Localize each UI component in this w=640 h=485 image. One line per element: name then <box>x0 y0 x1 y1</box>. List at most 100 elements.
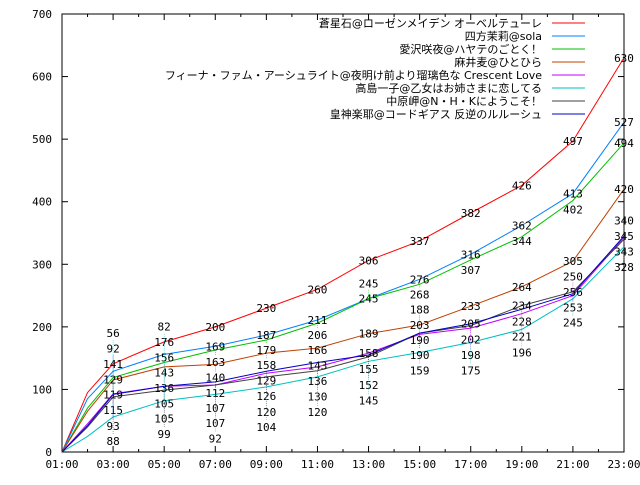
data-label: 120 <box>308 406 328 419</box>
data-label: 188 <box>410 303 430 316</box>
x-tick-label: 17:00 <box>454 458 487 471</box>
data-label: 494 <box>614 137 634 150</box>
data-label: 268 <box>410 288 430 301</box>
data-label: 107 <box>205 417 225 430</box>
data-label: 253 <box>563 302 583 315</box>
data-label: 198 <box>461 349 481 362</box>
data-label: 420 <box>614 183 634 196</box>
data-label: 245 <box>563 317 583 330</box>
data-label: 316 <box>461 248 481 261</box>
legend-label: 麻井麦@ひとひら <box>454 55 542 69</box>
data-label: 306 <box>359 255 379 268</box>
data-label: 340 <box>614 214 634 227</box>
data-label: 202 <box>461 334 481 347</box>
data-label: 205 <box>461 318 481 331</box>
legend-label: 皇神楽耶@コードギアス 反逆のルルーシュ <box>330 107 542 121</box>
data-label: 105 <box>154 397 174 410</box>
data-label: 250 <box>563 271 583 284</box>
data-label: 145 <box>359 394 379 407</box>
data-label: 179 <box>256 344 276 357</box>
data-label: 382 <box>461 207 481 220</box>
data-label: 234 <box>512 300 532 313</box>
series-line <box>61 188 625 453</box>
x-tick-label: 11:00 <box>301 458 334 471</box>
data-label: 126 <box>256 390 276 403</box>
series-line <box>61 238 625 453</box>
data-label: 82 <box>158 321 171 334</box>
y-tick-label: 700 <box>32 8 52 21</box>
data-label: 402 <box>563 203 583 216</box>
data-label: 88 <box>106 435 119 448</box>
x-tick-label: 01:00 <box>45 458 78 471</box>
data-label: 413 <box>563 188 583 201</box>
legend-label: フィーナ・ファム・アーシュライト@夜明け前より瑠璃色な Crescent Lov… <box>165 68 542 82</box>
legend-label: 四方茉莉@sola <box>465 29 542 43</box>
x-tick-label: 13:00 <box>352 458 385 471</box>
data-label: 497 <box>563 135 583 148</box>
data-label: 189 <box>359 328 379 341</box>
legend-label: 蒼星石@ローゼンメイデン オーベルテューレ <box>319 16 542 30</box>
y-tick-label: 100 <box>32 383 52 396</box>
data-label: 206 <box>308 329 328 342</box>
data-label: 233 <box>461 300 481 313</box>
x-tick-label: 15:00 <box>403 458 436 471</box>
data-label: 120 <box>256 406 276 419</box>
data-label: 190 <box>410 334 430 347</box>
data-label: 344 <box>512 235 532 248</box>
data-label: 307 <box>461 264 481 277</box>
data-label: 337 <box>410 235 430 248</box>
series-line <box>61 142 625 453</box>
data-label: 166 <box>308 344 328 357</box>
data-label: 129 <box>256 374 276 387</box>
x-tick-label: 05:00 <box>148 458 181 471</box>
data-label: 230 <box>256 302 276 315</box>
data-label: 211 <box>308 314 328 327</box>
x-tick-label: 19:00 <box>505 458 538 471</box>
data-label: 527 <box>614 116 634 129</box>
data-label: 245 <box>359 278 379 291</box>
data-label: 256 <box>563 286 583 299</box>
data-label: 630 <box>614 52 634 65</box>
y-tick-label: 0 <box>45 446 52 459</box>
data-label: 140 <box>205 371 225 384</box>
x-tick-label: 09:00 <box>250 458 283 471</box>
series-line <box>61 121 625 453</box>
x-tick-label: 07:00 <box>199 458 232 471</box>
data-label: 163 <box>205 356 225 369</box>
data-label: 196 <box>512 346 532 359</box>
data-label: 175 <box>461 365 481 378</box>
x-tick-label: 21:00 <box>556 458 589 471</box>
x-tick-label: 03:00 <box>97 458 130 471</box>
y-tick-label: 500 <box>32 133 52 146</box>
series-line <box>61 237 625 453</box>
series-line <box>61 235 625 453</box>
data-label: 158 <box>359 347 379 360</box>
data-label: 264 <box>512 281 532 294</box>
data-label: 93 <box>106 420 119 433</box>
x-tick-label: 23:00 <box>607 458 640 471</box>
legend-label: 高島一子@乙女はお姉さまに恋してる <box>355 81 542 95</box>
data-label: 143 <box>308 360 328 373</box>
data-label: 343 <box>614 245 634 258</box>
y-tick-label: 400 <box>32 196 52 209</box>
data-label: 362 <box>512 219 532 232</box>
data-label: 260 <box>308 283 328 296</box>
data-label: 99 <box>158 428 171 441</box>
data-label: 200 <box>205 321 225 334</box>
data-label: 426 <box>512 179 532 192</box>
data-label: 159 <box>410 365 430 378</box>
data-label: 190 <box>410 349 430 362</box>
y-tick-label: 600 <box>32 71 52 84</box>
legend-label: 中原岬@N・H・Kにようこそ！ <box>386 95 542 108</box>
data-label: 169 <box>205 340 225 353</box>
legend-label: 愛沢咲夜@ハヤテのごとく！ <box>399 42 542 56</box>
data-label: 104 <box>256 421 276 434</box>
data-label: 92 <box>209 432 222 445</box>
y-tick-label: 200 <box>32 321 52 334</box>
data-label: 56 <box>106 327 119 340</box>
data-label: 276 <box>410 273 430 286</box>
data-label: 158 <box>256 359 276 372</box>
y-tick-label: 300 <box>32 258 52 271</box>
